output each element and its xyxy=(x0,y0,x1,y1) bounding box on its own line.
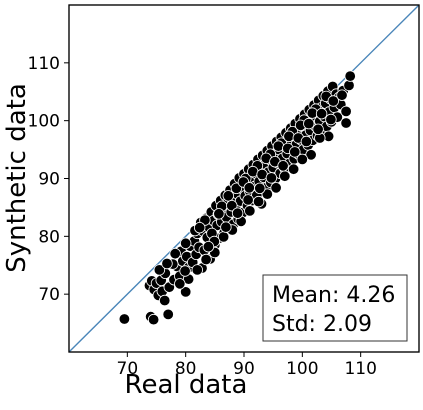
data-point xyxy=(158,294,171,307)
data-point xyxy=(179,286,192,298)
x-tick-label: 70 xyxy=(117,359,139,379)
data-point xyxy=(118,313,131,325)
y-axis-label: Synthetic data xyxy=(2,83,32,273)
data-point xyxy=(169,247,181,260)
data-point xyxy=(315,107,328,120)
data-point xyxy=(179,265,191,277)
data-point xyxy=(277,160,289,172)
data-point xyxy=(283,130,295,143)
data-point xyxy=(300,135,313,148)
data-point xyxy=(340,117,352,129)
data-point xyxy=(312,123,324,136)
data-point xyxy=(162,308,174,321)
stats-annotation-box xyxy=(262,274,408,342)
data-point xyxy=(193,221,206,234)
points-layer xyxy=(118,70,356,326)
data-point xyxy=(261,188,274,200)
data-point xyxy=(191,264,204,276)
y-axis-ticks: 70 80 90 100 110 xyxy=(28,54,69,305)
data-point xyxy=(222,190,235,202)
data-point xyxy=(252,195,265,208)
y-tick-label: 70 xyxy=(38,285,60,305)
x-axis-ticks: 70 80 90 100 110 xyxy=(117,352,377,379)
data-point xyxy=(270,182,282,194)
data-point xyxy=(254,182,266,195)
data-point xyxy=(220,221,232,233)
stats-annotation: Mean: 4.26 Std: 2.09 xyxy=(262,274,408,342)
data-point xyxy=(272,140,285,152)
x-tick-label: 90 xyxy=(233,359,255,379)
data-point xyxy=(174,278,186,290)
x-tick-label: 80 xyxy=(175,359,197,379)
data-point xyxy=(303,117,315,130)
x-tick-label: 100 xyxy=(286,359,318,379)
stats-std-text: Std: 2.09 xyxy=(272,312,372,337)
data-point xyxy=(231,207,244,219)
y-tick-label: 110 xyxy=(28,54,60,74)
data-point xyxy=(287,163,300,175)
data-point xyxy=(243,182,256,194)
data-point xyxy=(305,149,317,161)
data-point xyxy=(336,89,348,101)
data-point xyxy=(344,70,356,82)
x-axis-label: Real data xyxy=(125,370,248,400)
data-point xyxy=(226,199,238,212)
data-point xyxy=(242,194,254,206)
plot-area xyxy=(68,4,420,353)
y-tick-label: 80 xyxy=(38,227,60,247)
data-point xyxy=(327,95,340,107)
data-point xyxy=(279,170,291,182)
data-point xyxy=(161,257,173,270)
data-point xyxy=(340,105,352,118)
data-point xyxy=(289,146,301,158)
data-point xyxy=(343,79,355,92)
y-tick-label: 100 xyxy=(28,112,60,132)
data-point xyxy=(265,172,278,184)
data-point xyxy=(179,237,192,250)
data-point xyxy=(244,205,256,217)
y-tick-label: 90 xyxy=(38,170,60,190)
data-point xyxy=(325,113,337,126)
data-point xyxy=(200,253,212,266)
stats-mean-text: Mean: 4.26 xyxy=(272,283,395,308)
data-point xyxy=(153,264,166,276)
data-point xyxy=(296,153,309,166)
data-point xyxy=(147,313,160,326)
x-tick-label: 110 xyxy=(344,359,376,379)
data-point xyxy=(213,208,225,220)
data-point xyxy=(202,240,215,253)
